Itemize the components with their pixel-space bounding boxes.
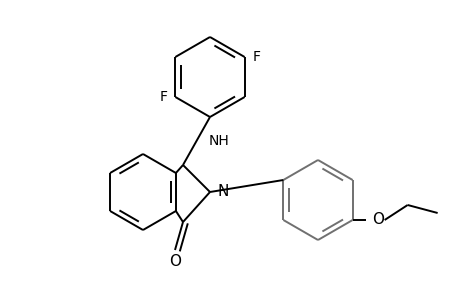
Text: N: N <box>218 184 229 200</box>
Text: O: O <box>371 212 383 227</box>
Text: O: O <box>168 254 180 269</box>
Text: F: F <box>159 90 167 104</box>
Text: F: F <box>252 50 260 64</box>
Text: NH: NH <box>208 134 229 148</box>
